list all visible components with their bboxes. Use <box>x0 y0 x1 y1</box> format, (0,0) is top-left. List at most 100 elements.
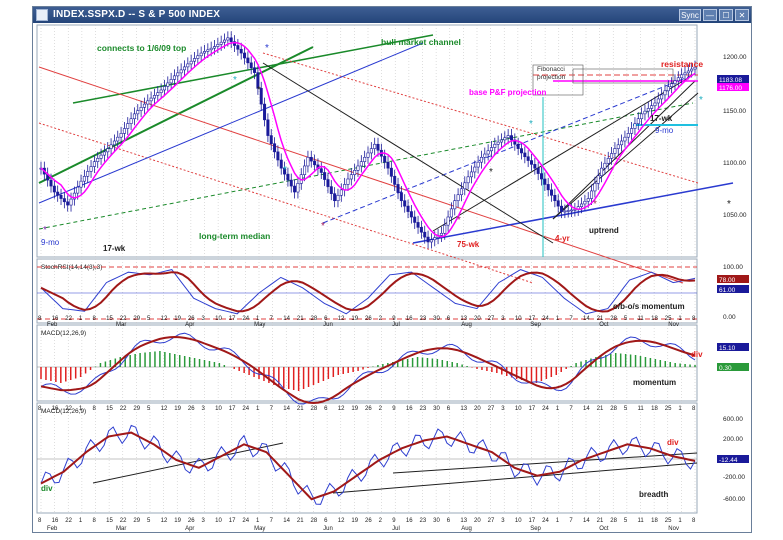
price-candle <box>386 161 390 169</box>
price-candle <box>96 158 100 162</box>
price-candle <box>326 179 330 187</box>
x-tick-label: 8 <box>93 518 97 524</box>
x-tick-label: 24 <box>242 518 249 524</box>
price-candle <box>256 72 260 89</box>
macd2-label: MACD(12,26,9) <box>41 408 86 415</box>
maximize-button[interactable]: ☐ <box>719 9 733 21</box>
price-candle <box>529 160 533 165</box>
x-tick-label: 10 <box>515 518 522 524</box>
price-candle <box>156 92 160 96</box>
x-month-label: Feb <box>47 526 58 532</box>
price-candle <box>536 167 540 174</box>
price-candle <box>376 143 380 151</box>
price-candle <box>176 72 180 77</box>
annot-median: long-term median <box>199 231 270 241</box>
x-tick-label: 7 <box>270 518 274 524</box>
macd1-panel <box>36 324 698 402</box>
x-month-label: Apr <box>185 322 194 328</box>
price-candle <box>673 80 677 85</box>
x-tick-label: 16 <box>52 518 59 524</box>
x-tick-label: 7 <box>569 316 573 322</box>
price-candle <box>146 100 150 105</box>
close-button[interactable]: ✕ <box>735 9 749 21</box>
x-tick-label: 17 <box>229 518 236 524</box>
macd-signal-line <box>40 335 696 405</box>
x-month-label: Aug <box>461 322 472 328</box>
price-candle <box>329 186 333 194</box>
sma-fast-line <box>40 41 696 238</box>
x-tick-label: 12 <box>161 316 168 322</box>
x-tick-label: 21 <box>597 518 604 524</box>
price-candle <box>333 193 337 202</box>
x-tick-label: 28 <box>610 316 617 322</box>
price-candle <box>693 66 697 70</box>
price-candle <box>503 137 507 141</box>
x-tick-label: 21 <box>297 316 304 322</box>
annot-17wk-right: 17-wk <box>650 114 673 123</box>
price-candle <box>336 194 340 202</box>
axis-macd2-m200: -200.00 <box>723 474 745 481</box>
x-tick-label: 30 <box>433 316 440 322</box>
price-candle <box>683 72 687 76</box>
last-price-1: 1183.08 <box>719 77 742 84</box>
price-candle <box>72 192 76 200</box>
macd1-momentum: momentum <box>633 378 676 387</box>
annot-fib1: Fibonacci <box>537 66 565 73</box>
price-candle <box>583 200 587 205</box>
x-tick-label: 2 <box>379 518 383 524</box>
price-candle <box>159 89 163 93</box>
price-candle <box>192 58 196 62</box>
x-tick-label: 1 <box>678 316 682 322</box>
x-tick-label: 8 <box>692 518 696 524</box>
price-candle <box>303 165 307 175</box>
x-tick-label: 19 <box>174 316 181 322</box>
stochrsi-signal-line <box>40 271 696 313</box>
price-candle <box>172 75 176 80</box>
x-tick-label: 26 <box>188 406 195 412</box>
price-candle <box>162 86 166 91</box>
x-tick-label: 3 <box>202 518 206 524</box>
price-candle <box>650 105 654 109</box>
x-month-label: Apr <box>185 526 194 532</box>
cycle-markers: * * * * * * * * * * * * <box>43 43 731 236</box>
price-candle <box>563 210 567 213</box>
x-tick-label: 19 <box>351 518 358 524</box>
x-tick-label: 10 <box>215 518 222 524</box>
price-panel <box>36 24 698 258</box>
minimize-button[interactable]: — <box>703 9 717 21</box>
x-tick-label: 24 <box>542 518 549 524</box>
macd2-div-left: div <box>41 484 53 493</box>
x-month-label: Sep <box>530 526 541 532</box>
price-candle <box>610 153 614 159</box>
price-candle <box>433 237 437 241</box>
x-tick-label: 1 <box>556 406 560 412</box>
x-tick-label: 11 <box>638 316 645 322</box>
price-candle <box>620 140 624 146</box>
price-candle <box>666 86 670 92</box>
price-candle <box>59 194 63 199</box>
price-candle <box>479 156 483 163</box>
price-candle <box>499 139 503 143</box>
price-candle <box>109 144 113 149</box>
x-tick-label: 19 <box>351 406 358 412</box>
x-tick-label: 3 <box>202 316 206 322</box>
price-candle <box>309 156 313 162</box>
price-candle <box>276 151 280 161</box>
last-price-2: 1176.00 <box>719 85 742 92</box>
price-candle <box>169 79 173 84</box>
sync-button[interactable]: Sync <box>679 9 701 21</box>
price-candle <box>593 183 597 192</box>
x-month-label: Mar <box>116 322 126 328</box>
x-tick-label: 24 <box>542 406 549 412</box>
x-tick-label: 25 <box>665 518 672 524</box>
x-month-label: Jun <box>323 322 333 328</box>
price-candle <box>533 164 537 169</box>
x-tick-label: 12 <box>338 406 345 412</box>
x-tick-label: 14 <box>583 518 590 524</box>
x-month-label: Oct <box>599 526 609 532</box>
x-tick-label: 8 <box>38 316 42 322</box>
price-candle <box>219 41 223 45</box>
x-tick-label: 8 <box>38 518 42 524</box>
last-macd2: -12.44 <box>719 457 738 464</box>
price-candle <box>166 82 170 87</box>
